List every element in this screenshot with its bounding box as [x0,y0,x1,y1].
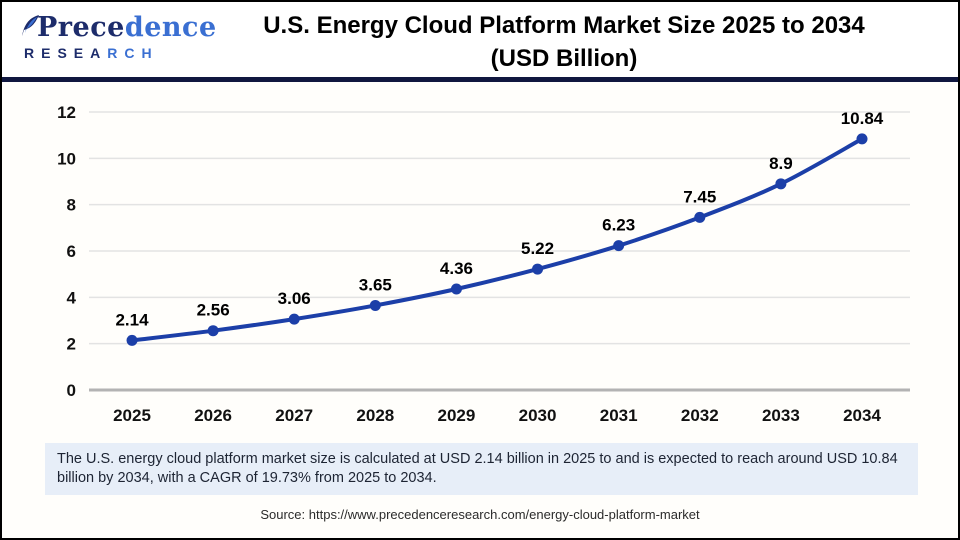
y-tick-label: 8 [67,196,76,215]
page-title: U.S. Energy Cloud Platform Market Size 2… [263,12,865,39]
y-tick-label: 0 [67,381,76,400]
data-point-label: 10.84 [841,109,884,128]
y-tick-label: 4 [67,288,77,307]
data-point [613,240,625,252]
data-point-label: 8.9 [769,154,793,173]
data-point [694,211,706,223]
source-text: Source: https://www.precedenceresearch.c… [260,507,700,522]
data-point-label: 3.06 [278,289,311,308]
summary-box: The U.S. energy cloud platform market si… [45,443,918,495]
data-point [369,299,381,311]
data-point [207,325,219,337]
logo-text-dence: dence [124,12,217,43]
market-size-line-chart: 0 2 4 6 8 10 12 2025 2026 2027 2028 2029 2030 2031 203… [57,103,910,425]
data-point-label: 3.65 [359,275,392,294]
x-tick-label: 2033 [762,406,800,425]
precedence-research-logo: Precedence RESEARCH [20,12,220,61]
header: Precedence RESEARCH U.S. Energy Cloud Pl… [2,2,958,82]
y-tick-label: 10 [57,149,76,168]
y-tick-label: 2 [67,335,76,354]
y-tick-label: 6 [67,242,76,261]
logo-wordmark: Precedence [20,12,220,43]
data-point-label: 7.45 [683,187,716,206]
leaf-icon [22,15,39,36]
logo-subtext: RESEARCH [24,45,159,61]
data-point [775,178,787,190]
data-point-label: 2.56 [197,301,230,320]
x-tick-label: 2025 [113,406,151,425]
x-tick-label: 2032 [681,406,719,425]
data-point-label: 2.14 [115,310,149,329]
data-point [126,334,138,346]
logo-text-prece: Prece [37,12,125,43]
x-tick-label: 2034 [843,406,881,425]
y-tick-label: 12 [57,103,76,122]
x-tick-label: 2027 [275,406,313,425]
data-point-label: 4.36 [440,259,473,278]
x-tick-label: 2030 [519,406,557,425]
summary-text: The U.S. energy cloud platform market si… [57,451,898,486]
data-point-label: 6.23 [602,216,635,235]
data-point [288,313,300,325]
chart-title-block: U.S. Energy Cloud Platform Market Size 2… [172,9,956,75]
page-subtitle: (USD Billion) [490,45,638,72]
x-tick-label: 2028 [356,406,394,425]
data-point [856,133,868,145]
series-line [130,136,864,343]
x-tick-label: 2029 [438,406,476,425]
x-tick-label: 2031 [600,406,638,425]
data-point [532,263,544,275]
data-point-label: 5.22 [521,239,554,258]
data-point [450,283,462,295]
x-tick-label: 2026 [194,406,232,425]
